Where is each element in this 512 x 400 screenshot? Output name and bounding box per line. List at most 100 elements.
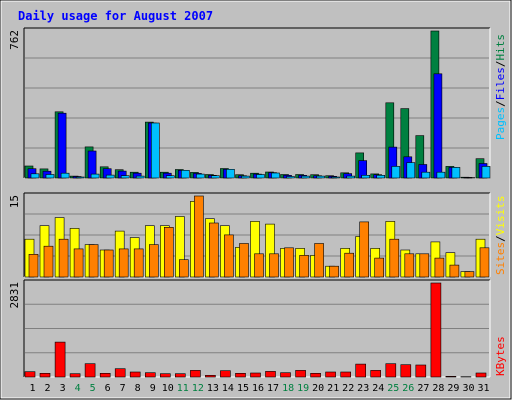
bar-sites-day-24 — [374, 257, 385, 278]
bar-sites-day-30 — [464, 271, 475, 278]
x-tick-label-19: 19 — [297, 383, 309, 394]
bar-kbytes-day-25 — [385, 363, 397, 378]
x-tick-label-27: 27 — [417, 383, 429, 394]
right-legend-middle: Sites/Visits — [494, 196, 507, 276]
bar-pages-day-20 — [316, 175, 325, 179]
panel-max-label: 762 — [8, 30, 21, 50]
bar-pages-day-23 — [361, 175, 371, 179]
x-tick-label-26: 26 — [402, 383, 414, 394]
bar-sites-day-1 — [28, 254, 39, 278]
x-tick-label-17: 17 — [267, 383, 279, 394]
bar-sites-day-14 — [224, 234, 234, 278]
x-tick-label-18: 18 — [282, 383, 294, 394]
bar-pages-day-13 — [211, 175, 220, 179]
panel-background — [24, 28, 490, 178]
bar-sites-day-9 — [149, 244, 159, 278]
bar-pages-day-28 — [436, 171, 446, 179]
bar-pages-day-5 — [90, 173, 100, 179]
legend-text: Visits — [494, 196, 507, 236]
bar-files-day-3 — [57, 112, 67, 179]
bar-sites-day-10 — [164, 227, 174, 278]
legend-text: / — [494, 100, 507, 107]
bar-sites-day-3 — [58, 238, 69, 278]
bar-kbytes-day-26 — [400, 364, 412, 378]
bar-kbytes-day-4 — [69, 373, 81, 378]
bar-pages-day-4 — [75, 176, 85, 179]
bar-kbytes-day-17 — [265, 371, 276, 378]
bar-pages-day-26 — [406, 162, 416, 179]
bar-pages-day-17 — [271, 172, 280, 179]
bar-sites-day-11 — [179, 259, 189, 278]
legend-text: / — [494, 235, 507, 242]
bar-pages-day-9 — [151, 122, 160, 179]
panel-hits: 762 — [8, 27, 491, 179]
bar-kbytes-day-13 — [205, 374, 216, 378]
bar-pages-day-6 — [105, 174, 115, 179]
bar-sites-day-16 — [254, 253, 264, 278]
legend-text: Files — [494, 67, 507, 100]
bar-pages-day-24 — [376, 175, 386, 179]
bar-pages-day-22 — [346, 175, 356, 179]
bar-kbytes-day-16 — [250, 372, 261, 378]
x-tick-label-30: 30 — [462, 383, 474, 394]
bar-kbytes-day-3 — [54, 341, 66, 378]
bar-sites-day-29 — [449, 264, 460, 278]
bar-kbytes-day-11 — [175, 373, 186, 378]
x-tick-label-16: 16 — [252, 383, 264, 394]
bar-pages-day-12 — [196, 173, 205, 179]
panel-max-label: 2831 — [8, 282, 21, 309]
bar-sites-day-2 — [43, 245, 54, 278]
legend-text: Sites — [494, 242, 507, 275]
bar-kbytes-day-27 — [415, 364, 427, 378]
bar-pages-day-19 — [301, 175, 310, 179]
legend-text: / — [494, 61, 507, 68]
bar-kbytes-day-14 — [220, 370, 231, 378]
bar-sites-day-4 — [73, 248, 84, 278]
legend-text: Pages — [494, 107, 507, 140]
x-tick-label-8: 8 — [135, 383, 141, 394]
x-tick-label-10: 10 — [162, 383, 174, 394]
bar-sites-day-20 — [314, 243, 324, 278]
legend-text: KBytes — [494, 336, 507, 376]
bar-kbytes-day-21 — [325, 371, 336, 378]
bar-pages-day-10 — [166, 175, 175, 179]
bar-files-day-28 — [433, 73, 443, 179]
bar-sites-day-22 — [344, 252, 355, 278]
x-tick-label-29: 29 — [447, 383, 459, 394]
bar-pages-day-1 — [30, 173, 40, 179]
bar-kbytes-day-10 — [160, 373, 171, 378]
bar-pages-day-16 — [256, 174, 265, 179]
x-tick-label-13: 13 — [207, 383, 219, 394]
x-tick-label-15: 15 — [237, 383, 249, 394]
x-tick-label-11: 11 — [177, 383, 189, 394]
bar-sites-day-7 — [118, 248, 129, 278]
bar-sites-day-27 — [419, 253, 430, 278]
panel-visits: 15 — [8, 192, 491, 278]
bar-sites-day-23 — [359, 221, 370, 278]
bar-pages-day-18 — [286, 176, 295, 179]
bar-kbytes-day-2 — [39, 372, 51, 378]
bar-kbytes-day-6 — [99, 372, 111, 378]
panel-kbytes: 2831 — [8, 279, 491, 378]
x-tick-label-20: 20 — [312, 383, 324, 394]
panel-max-label: 15 — [8, 195, 21, 208]
bar-sites-day-12 — [194, 195, 204, 278]
bar-kbytes-day-8 — [129, 371, 141, 378]
bar-pages-day-3 — [60, 172, 70, 179]
bar-pages-day-31 — [481, 166, 491, 179]
bar-pages-day-11 — [181, 170, 190, 179]
bar-sites-day-6 — [103, 249, 114, 278]
bar-sites-day-25 — [389, 238, 400, 278]
bar-pages-day-2 — [45, 174, 55, 179]
bar-sites-day-21 — [329, 265, 339, 278]
bar-pages-day-29 — [451, 167, 461, 179]
x-tick-label-6: 6 — [105, 383, 111, 394]
right-legend-bottom: KBytes — [494, 336, 507, 376]
bar-pages-day-25 — [391, 166, 401, 179]
bar-kbytes-day-19 — [295, 370, 306, 378]
bar-kbytes-day-23 — [355, 363, 367, 378]
bar-kbytes-day-12 — [190, 370, 201, 378]
bar-sites-day-31 — [479, 247, 490, 278]
